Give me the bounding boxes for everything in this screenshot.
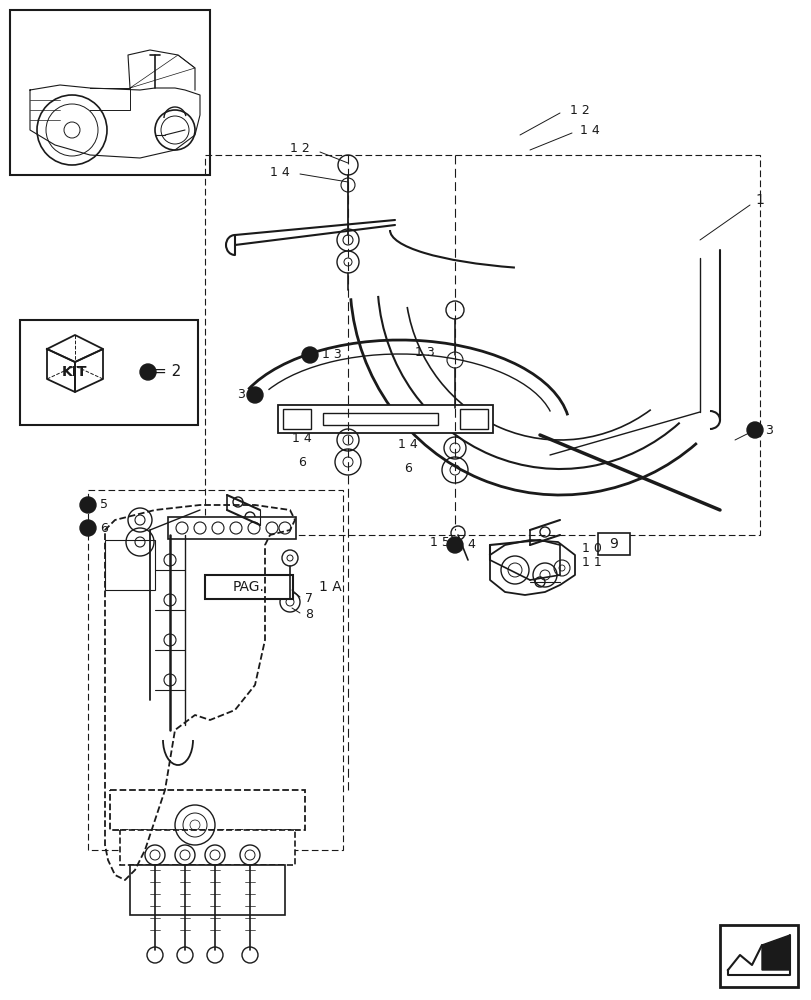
Text: 1: 1 bbox=[754, 193, 763, 207]
Bar bbox=[130, 865, 285, 915]
Text: 1 3: 1 3 bbox=[322, 349, 341, 361]
Text: 1 4: 1 4 bbox=[270, 166, 290, 179]
Circle shape bbox=[746, 422, 762, 438]
Circle shape bbox=[446, 537, 462, 553]
Bar bbox=[283, 409, 311, 429]
Bar bbox=[719, 925, 797, 987]
Bar bbox=[460, 409, 487, 429]
Text: 6: 6 bbox=[100, 522, 108, 534]
Circle shape bbox=[247, 387, 263, 403]
Circle shape bbox=[80, 497, 96, 513]
Polygon shape bbox=[761, 935, 789, 970]
Bar bbox=[277, 405, 492, 433]
Text: 1 2: 1 2 bbox=[290, 142, 310, 155]
Bar bbox=[109, 790, 305, 830]
Text: 1 2: 1 2 bbox=[569, 104, 589, 117]
Text: 9: 9 bbox=[609, 537, 618, 551]
Text: 5: 5 bbox=[100, 498, 108, 512]
Bar bbox=[120, 830, 294, 865]
Circle shape bbox=[80, 520, 96, 536]
Text: 4: 4 bbox=[466, 538, 474, 552]
Text: 3: 3 bbox=[237, 388, 245, 401]
Text: 1 4: 1 4 bbox=[397, 438, 418, 452]
Text: 1 0: 1 0 bbox=[581, 542, 601, 554]
Text: KIT: KIT bbox=[62, 365, 88, 379]
Bar bbox=[10, 10, 210, 175]
Bar bbox=[20, 320, 198, 425]
Text: 6: 6 bbox=[404, 462, 411, 476]
Bar bbox=[597, 533, 629, 555]
Text: 1 A: 1 A bbox=[318, 580, 341, 594]
Text: PAG.: PAG. bbox=[233, 580, 264, 594]
Bar bbox=[168, 517, 296, 539]
Text: 1 5: 1 5 bbox=[430, 536, 449, 550]
Text: 1 3: 1 3 bbox=[414, 346, 435, 359]
Bar bbox=[323, 413, 437, 425]
Text: 1 1: 1 1 bbox=[581, 556, 601, 570]
Text: 1 4: 1 4 bbox=[292, 432, 311, 444]
Text: 6: 6 bbox=[298, 456, 306, 468]
Text: = 2: = 2 bbox=[154, 364, 182, 379]
Bar bbox=[88, 490, 342, 850]
Bar bbox=[204, 575, 293, 599]
Text: 1 4: 1 4 bbox=[579, 124, 599, 137]
Text: 8: 8 bbox=[305, 607, 312, 620]
Text: 3: 3 bbox=[764, 424, 772, 436]
Text: 7: 7 bbox=[305, 591, 312, 604]
Circle shape bbox=[139, 364, 156, 380]
Circle shape bbox=[302, 347, 318, 363]
Bar bbox=[204, 155, 759, 535]
